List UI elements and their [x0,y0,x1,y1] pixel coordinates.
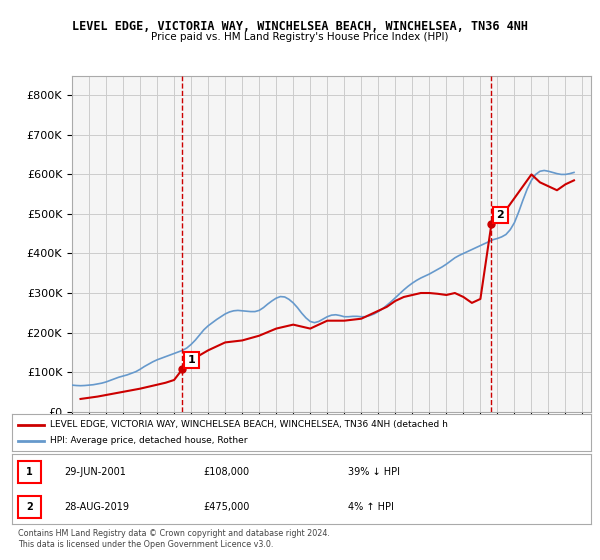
Text: HPI: Average price, detached house, Rother: HPI: Average price, detached house, Roth… [50,436,247,445]
Text: LEVEL EDGE, VICTORIA WAY, WINCHELSEA BEACH, WINCHELSEA, TN36 4NH (detached h: LEVEL EDGE, VICTORIA WAY, WINCHELSEA BEA… [50,420,448,429]
Text: This data is licensed under the Open Government Licence v3.0.: This data is licensed under the Open Gov… [18,540,274,549]
Text: Contains HM Land Registry data © Crown copyright and database right 2024.: Contains HM Land Registry data © Crown c… [18,529,330,538]
Text: Price paid vs. HM Land Registry's House Price Index (HPI): Price paid vs. HM Land Registry's House … [151,32,449,43]
Text: 2: 2 [497,210,505,220]
Text: £475,000: £475,000 [203,502,250,512]
Text: 4% ↑ HPI: 4% ↑ HPI [348,502,394,512]
Text: 28-AUG-2019: 28-AUG-2019 [64,502,129,512]
FancyBboxPatch shape [18,460,41,483]
Text: 39% ↓ HPI: 39% ↓ HPI [348,467,400,477]
Text: 1: 1 [188,355,195,365]
Text: 1: 1 [26,467,33,477]
Text: 29-JUN-2001: 29-JUN-2001 [64,467,126,477]
Text: LEVEL EDGE, VICTORIA WAY, WINCHELSEA BEACH, WINCHELSEA, TN36 4NH: LEVEL EDGE, VICTORIA WAY, WINCHELSEA BEA… [72,20,528,32]
FancyBboxPatch shape [18,496,41,518]
Text: £108,000: £108,000 [203,467,249,477]
Text: 2: 2 [26,502,33,512]
